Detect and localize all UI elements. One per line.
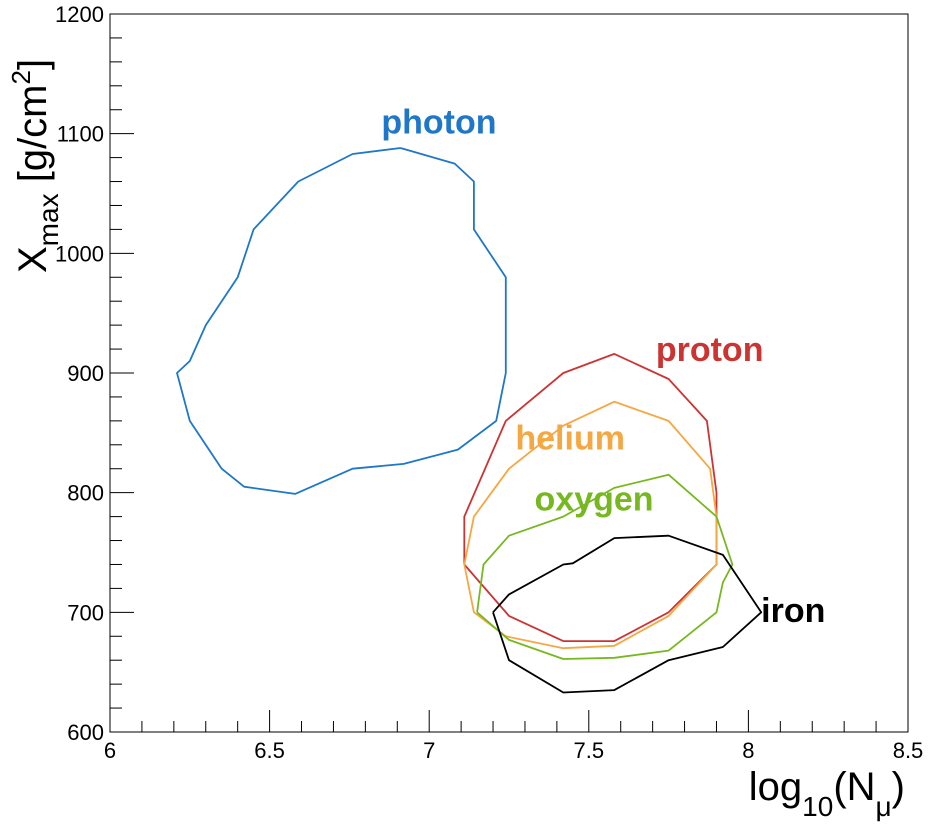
y-tick-label: 800 — [67, 481, 104, 506]
x-tick-label: 7.5 — [574, 738, 605, 763]
x-tick-label: 7 — [423, 738, 435, 763]
y-tick-label: 900 — [67, 361, 104, 386]
series-label-proton: proton — [656, 331, 764, 369]
contour-oxygen — [476, 473, 734, 660]
series-label-helium: helium — [515, 420, 625, 458]
x-tick-label: 6.5 — [254, 738, 285, 763]
contour-proton — [463, 352, 718, 642]
y-tick-label: 700 — [67, 600, 104, 625]
y-tick-label: 1100 — [57, 122, 104, 147]
y-tick-label: 1200 — [55, 2, 104, 27]
contour-photon — [176, 147, 507, 495]
x-tick-label: 6 — [104, 738, 116, 763]
y-axis-title: Xmax [g/cm2] — [6, 59, 64, 273]
series-label-oxygen: oxygen — [535, 481, 654, 519]
y-tick-label: 1000 — [55, 241, 104, 266]
series-label-photon: photon — [381, 104, 496, 142]
x-axis-title: log10(Nμ) — [749, 765, 905, 822]
series-lines — [176, 147, 763, 694]
x-tick-label: 8 — [742, 738, 754, 763]
contour-iron — [492, 534, 763, 694]
tick-labels: 6 6.5 7 7.5 8 8.5 600 700 800 900 1000 1100 1200 — [55, 2, 923, 763]
axis-ticks — [109, 13, 909, 733]
series-label-iron: iron — [761, 592, 825, 630]
series-labels: photon proton helium oxygen iron — [381, 104, 825, 630]
y-tick-label: 600 — [67, 720, 104, 745]
x-tick-label: 8.5 — [893, 738, 924, 763]
